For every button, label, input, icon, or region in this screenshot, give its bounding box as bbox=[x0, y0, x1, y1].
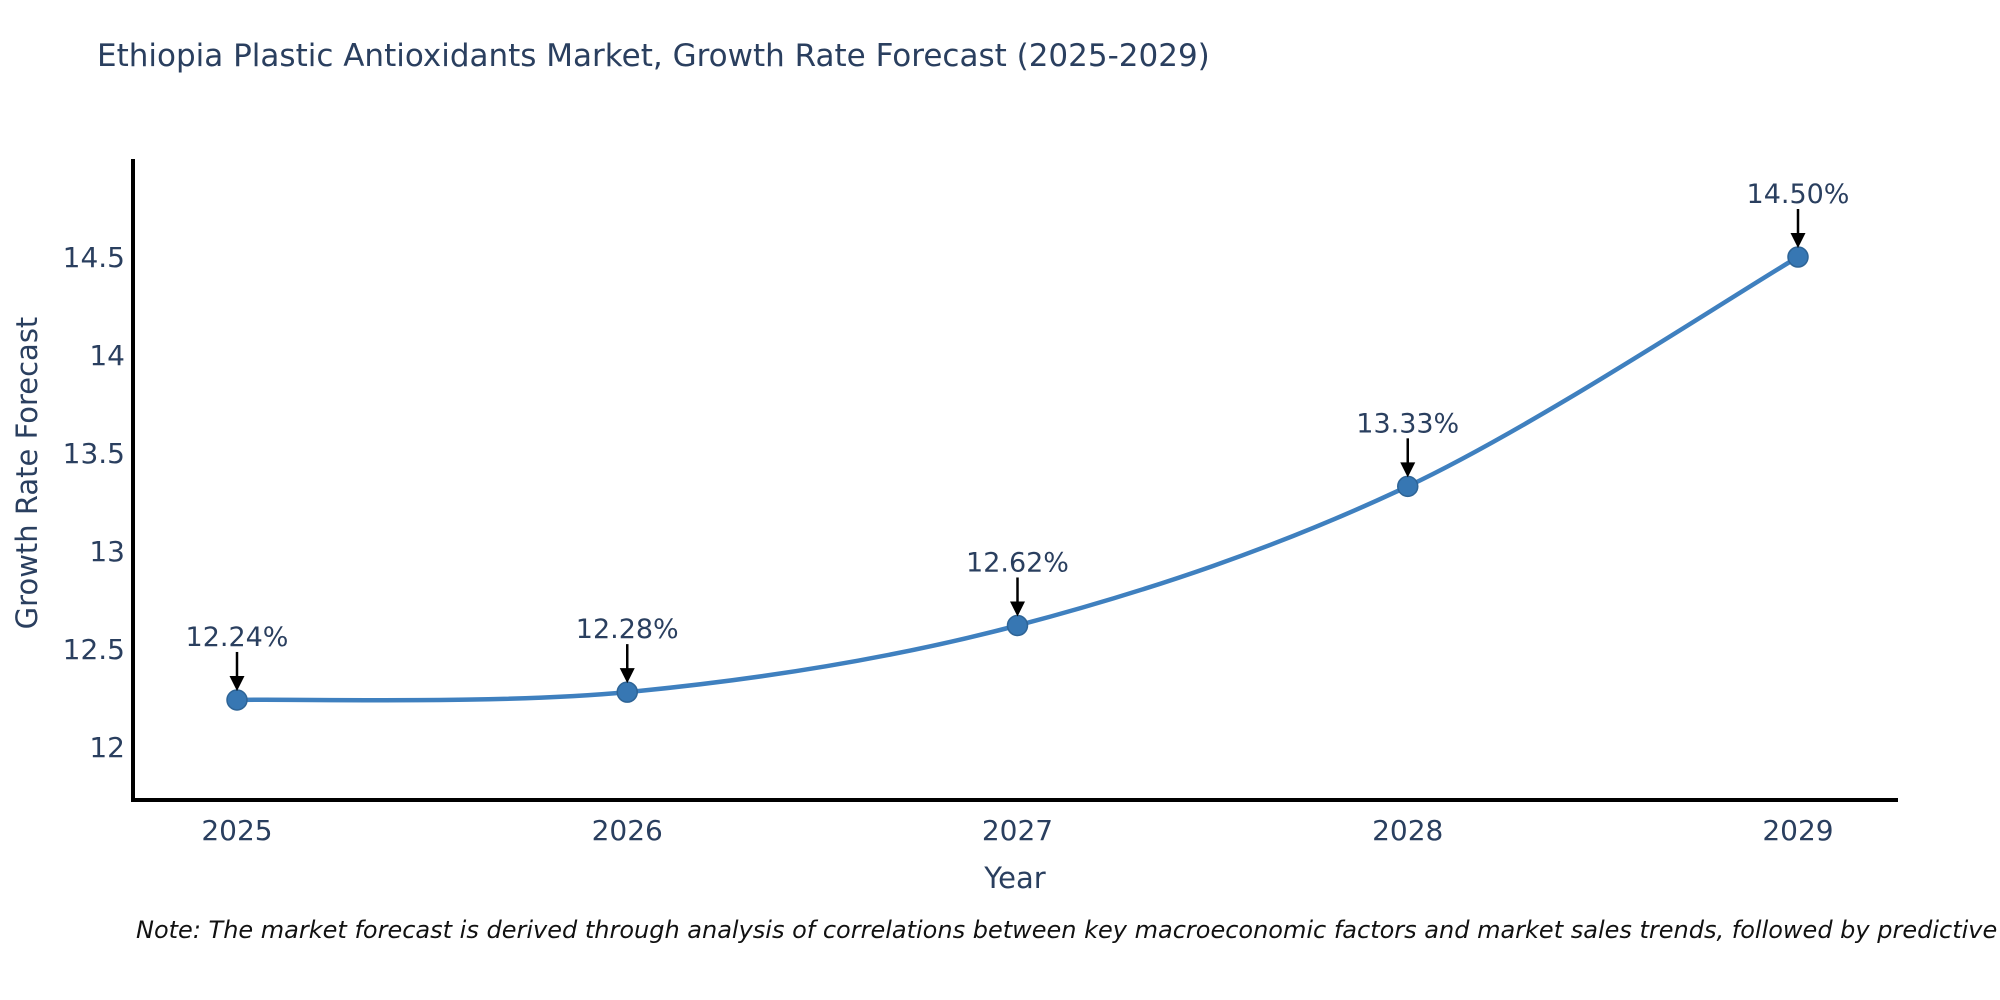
data-point-marker bbox=[616, 681, 638, 703]
data-point-label: 12.62% bbox=[966, 547, 1069, 578]
annotation-arrow-head bbox=[1400, 462, 1416, 478]
data-point-label: 13.33% bbox=[1356, 408, 1459, 439]
data-point-marker bbox=[226, 689, 248, 711]
y-tick-label: 14 bbox=[89, 339, 125, 372]
x-tick-label: 2025 bbox=[201, 814, 272, 847]
x-tick-label: 2027 bbox=[982, 814, 1053, 847]
y-tick-label: 12 bbox=[89, 731, 125, 764]
data-point-marker bbox=[1787, 246, 1809, 268]
chart-title: Ethiopia Plastic Antioxidants Market, Gr… bbox=[97, 38, 1210, 74]
annotation-arrow-head bbox=[619, 668, 635, 684]
x-tick-label: 2029 bbox=[1762, 814, 1833, 847]
x-axis-title: Year bbox=[984, 861, 1046, 895]
annotation-arrow-head bbox=[1010, 601, 1025, 617]
y-tick-label: 12.5 bbox=[63, 633, 125, 666]
x-tick-label: 2028 bbox=[1372, 814, 1443, 847]
data-point-marker bbox=[1006, 614, 1029, 637]
annotation-arrow-head bbox=[229, 675, 245, 691]
annotation-arrow-head bbox=[1790, 233, 1806, 248]
data-point-marker bbox=[1397, 475, 1419, 498]
y-tick-label: 13.5 bbox=[63, 437, 125, 470]
x-tick-label: 2026 bbox=[592, 814, 663, 847]
data-point-label: 14.50% bbox=[1747, 179, 1850, 210]
data-point-label: 12.24% bbox=[186, 622, 289, 653]
y-tick-label: 13 bbox=[89, 535, 125, 568]
footnote: Note: The market forecast is derived thr… bbox=[136, 916, 2000, 944]
y-tick-label: 14.5 bbox=[63, 241, 125, 274]
data-point-label: 12.28% bbox=[576, 614, 679, 645]
